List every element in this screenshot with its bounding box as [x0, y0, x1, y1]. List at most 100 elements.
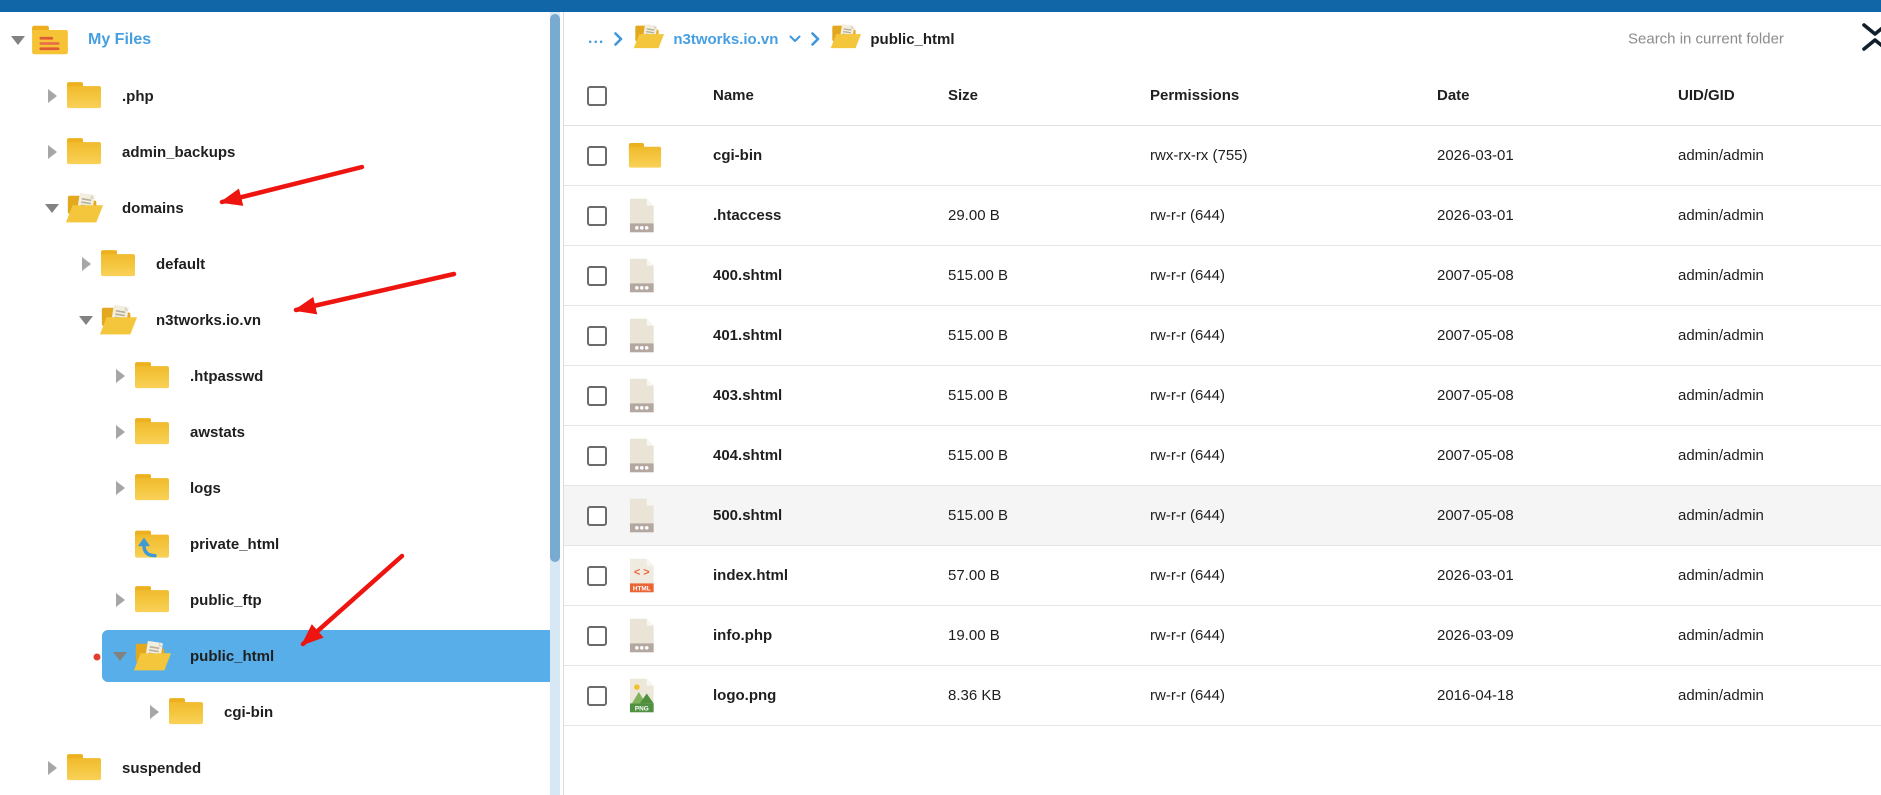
- file-icon: [629, 318, 654, 353]
- file-name[interactable]: 404.shtml: [713, 447, 783, 464]
- file-permissions: rw-r-r (644): [1150, 267, 1225, 284]
- table-row-logo-png[interactable]: PNG logo.png 8.36 KB rw-r-r (644) 2016-04-18…: [564, 666, 1881, 726]
- file-size: 19.00 B: [948, 627, 1000, 644]
- caret-collapsed-icon[interactable]: [146, 705, 162, 719]
- caret-expanded-icon[interactable]: [10, 35, 26, 45]
- caret-collapsed-icon[interactable]: [112, 593, 128, 607]
- table-row-403-shtml[interactable]: 403.shtml 515.00 B rw-r-r (644) 2007-05-08 a…: [564, 366, 1881, 426]
- tree-item-n3tworks-io-vn[interactable]: n3tworks.io.vn: [0, 292, 563, 348]
- row-checkbox[interactable]: [587, 505, 607, 526]
- file-name[interactable]: cgi-bin: [713, 147, 763, 164]
- search-input[interactable]: [1628, 30, 1823, 48]
- caret-collapsed-icon[interactable]: [44, 145, 60, 159]
- file-date: 2026-03-01: [1437, 567, 1514, 584]
- file-name[interactable]: 400.shtml: [713, 267, 783, 284]
- caret-expanded-icon[interactable]: [112, 651, 128, 661]
- tree-item-suspended[interactable]: suspended: [0, 740, 563, 795]
- table-row-404-shtml[interactable]: 404.shtml 515.00 B rw-r-r (644) 2007-05-08 a…: [564, 426, 1881, 486]
- tree-item-cgi-bin[interactable]: cgi-bin: [0, 684, 563, 740]
- column-header-uid[interactable]: UID/GID: [1678, 87, 1735, 104]
- row-checkbox[interactable]: [587, 625, 607, 646]
- file-name[interactable]: info.php: [713, 627, 773, 644]
- unfold-less-icon[interactable]: [1861, 21, 1881, 58]
- file-name[interactable]: 500.shtml: [713, 507, 783, 524]
- file-size: 515.00 B: [948, 447, 1009, 464]
- file-name[interactable]: index.html: [713, 567, 789, 584]
- table-row-info-php[interactable]: info.php 19.00 B rw-r-r (644) 2026-03-09 adm…: [564, 606, 1881, 666]
- row-checkbox[interactable]: [587, 145, 607, 166]
- tree-item-label: .htpasswd: [190, 367, 264, 385]
- breadcrumb-item-n3tworks[interactable]: n3tworks.io.vn: [633, 23, 801, 55]
- column-header-name[interactable]: Name: [713, 87, 754, 104]
- tree-item-public-html[interactable]: public_html: [0, 628, 563, 684]
- sidebar-scrollbar-track[interactable]: [550, 12, 560, 795]
- caret-expanded-icon[interactable]: [44, 203, 60, 213]
- tree-item--htpasswd[interactable]: .htpasswd: [0, 348, 563, 404]
- folder-icon: [135, 362, 169, 389]
- tree-item-label: cgi-bin: [224, 703, 274, 721]
- file-size: 515.00 B: [948, 507, 1009, 524]
- file-uid-gid: admin/admin: [1678, 327, 1764, 344]
- tree-item-default[interactable]: default: [0, 236, 563, 292]
- file-uid-gid: admin/admin: [1678, 627, 1764, 644]
- caret-collapsed-icon[interactable]: [112, 425, 128, 439]
- caret-collapsed-icon[interactable]: [112, 481, 128, 495]
- row-checkbox[interactable]: [587, 445, 607, 466]
- column-header-size[interactable]: Size: [948, 87, 979, 104]
- tree-item-awstats[interactable]: awstats: [0, 404, 563, 460]
- caret-collapsed-icon[interactable]: [44, 89, 60, 103]
- caret-expanded-icon[interactable]: [78, 315, 94, 325]
- file-list-panel: ... n3tworks.io.vn: [564, 12, 1881, 795]
- file-uid-gid: admin/admin: [1678, 447, 1764, 464]
- tree-item-public-ftp[interactable]: public_ftp: [0, 572, 563, 628]
- tree-item--php[interactable]: .php: [0, 68, 563, 124]
- row-checkbox[interactable]: [587, 685, 607, 706]
- sidebar-scrollbar-thumb[interactable]: [550, 14, 560, 562]
- column-header-date[interactable]: Date: [1437, 87, 1470, 104]
- html-file-icon: < > HTML: [629, 558, 654, 592]
- file-size: 515.00 B: [948, 267, 1009, 284]
- table-row-400-shtml[interactable]: 400.shtml 515.00 B rw-r-r (644) 2007-05-08 a…: [564, 246, 1881, 306]
- file-icon: [629, 378, 654, 413]
- file-name[interactable]: logo.png: [713, 687, 777, 704]
- svg-text:< >: < >: [634, 567, 650, 579]
- file-name[interactable]: 403.shtml: [713, 387, 783, 404]
- breadcrumb-ellipsis[interactable]: ...: [588, 30, 605, 47]
- table-row-500-shtml[interactable]: 500.shtml 515.00 B rw-r-r (644) 2007-05-08 a…: [564, 486, 1881, 546]
- table-row-401-shtml[interactable]: 401.shtml 515.00 B rw-r-r (644) 2007-05-08 a…: [564, 306, 1881, 366]
- tree-item-admin-backups[interactable]: admin_backups: [0, 124, 563, 180]
- tree-item-private-html[interactable]: private_html: [0, 516, 563, 572]
- file-name[interactable]: 401.shtml: [713, 327, 783, 344]
- tree-item-logs[interactable]: logs: [0, 460, 563, 516]
- column-header-permissions[interactable]: Permissions: [1150, 87, 1240, 104]
- file-date: 2026-03-01: [1437, 147, 1514, 164]
- file-icon: [629, 618, 654, 653]
- table-row--htaccess[interactable]: .htaccess 29.00 B rw-r-r (644) 2026-03-01 ad…: [564, 186, 1881, 246]
- row-checkbox[interactable]: [587, 565, 607, 586]
- breadcrumb-item-public-html[interactable]: public_html: [830, 23, 955, 55]
- tree-item-label: admin_backups: [122, 143, 236, 161]
- breadcrumb-folder-name[interactable]: n3tworks.io.vn: [673, 30, 779, 48]
- tree-item-domains[interactable]: domains: [0, 180, 563, 236]
- file-date: 2007-05-08: [1437, 507, 1514, 524]
- png-file-icon: PNG: [629, 678, 654, 712]
- caret-collapsed-icon[interactable]: [78, 257, 94, 271]
- open-folder-icon: [65, 192, 103, 223]
- tree-item-label: My Files: [88, 31, 152, 48]
- select-all-checkbox[interactable]: [587, 85, 607, 106]
- chevron-down-icon[interactable]: [789, 35, 801, 43]
- row-checkbox[interactable]: [587, 325, 607, 346]
- file-size: 515.00 B: [948, 327, 1009, 344]
- file-permissions: rw-r-r (644): [1150, 447, 1225, 464]
- file-name[interactable]: .htaccess: [713, 207, 782, 224]
- row-checkbox[interactable]: [587, 205, 607, 226]
- open-folder-icon: [133, 640, 171, 671]
- folder-icon: [135, 418, 169, 445]
- row-checkbox[interactable]: [587, 385, 607, 406]
- caret-collapsed-icon[interactable]: [44, 761, 60, 775]
- row-checkbox[interactable]: [587, 265, 607, 286]
- table-row-index-html[interactable]: < > HTML index.html 57.00 B rw-r-r (644) 202…: [564, 546, 1881, 606]
- caret-collapsed-icon[interactable]: [112, 369, 128, 383]
- table-row-cgi-bin[interactable]: cgi-bin rwx-rx-rx (755) 2026-03-01 admin/ad…: [564, 126, 1881, 186]
- tree-item-my-files[interactable]: My Files: [0, 12, 563, 68]
